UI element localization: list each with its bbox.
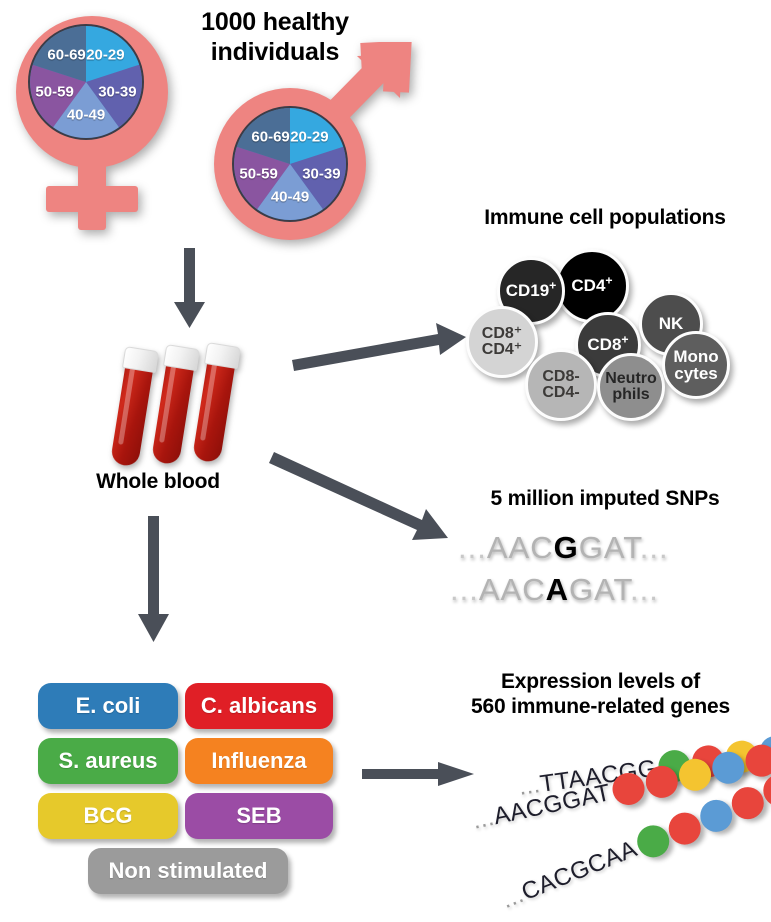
immune-cell-label: Neutro phils bbox=[605, 369, 657, 403]
immune-cell-label: CD4+ bbox=[571, 273, 613, 296]
dna-bead bbox=[656, 748, 693, 785]
dna-bead bbox=[609, 770, 648, 809]
pie-label-20-29: 20-29 bbox=[290, 128, 329, 146]
dna-bead bbox=[675, 755, 714, 794]
arrow-cohort-to-blood bbox=[174, 248, 205, 328]
stimulus-c--albicans[interactable]: C. albicans bbox=[185, 683, 333, 729]
arrow-blood-to-snps bbox=[269, 452, 448, 540]
immune-cell-cd4: CD4+ bbox=[555, 249, 629, 323]
stimulus-e--coli[interactable]: E. coli bbox=[38, 683, 178, 729]
male-age-pie: 20-29 30-39 40-49 50-59 60-69 bbox=[232, 106, 348, 222]
pie-slice-30-39 bbox=[290, 146, 346, 210]
immune-cell-label: CD19+ bbox=[505, 278, 557, 301]
immune-cell-label: Mono cytes bbox=[673, 346, 719, 383]
pie-slice-40-49 bbox=[257, 164, 323, 220]
immune-cell-label: CD8⁺ CD4⁺ bbox=[481, 324, 523, 358]
arrow-stimuli-to-expression bbox=[362, 762, 474, 786]
dna-strand: ...AACGGAT bbox=[470, 741, 771, 838]
stimulus-label: C. albicans bbox=[200, 693, 318, 718]
immune-cell-cd19: CD19+ bbox=[497, 257, 565, 325]
snp-row: ...AACGGAT... bbox=[458, 530, 669, 565]
dna-bead bbox=[663, 807, 706, 850]
dna-sequence-label: ...AACGGAT bbox=[470, 779, 614, 835]
expression-title: Expression levels of 560 immune-related … bbox=[471, 670, 730, 718]
snp-row: ...AACAGAT... bbox=[450, 572, 659, 607]
pie-label-60-69: 60-69 bbox=[47, 46, 86, 64]
dna-bead bbox=[708, 748, 747, 787]
pie-slice-40-49 bbox=[53, 82, 119, 138]
pie-label-40-49: 40-49 bbox=[270, 188, 310, 206]
pie-slice-20-29 bbox=[86, 26, 140, 82]
arrow-blood-to-stimuli bbox=[138, 516, 169, 642]
dna-bead bbox=[757, 733, 771, 770]
stimulus-label: Non stimulated bbox=[108, 858, 268, 883]
immune-title: Immune cell populations bbox=[484, 206, 726, 229]
pie-slice-60-69 bbox=[32, 26, 86, 82]
stimulus-label: Influenza bbox=[211, 748, 307, 773]
stimulus-bcg[interactable]: BCG bbox=[38, 793, 178, 839]
immune-cell-cd8: CD8+ bbox=[575, 312, 641, 378]
stimulus-influenza[interactable]: Influenza bbox=[185, 738, 333, 784]
immune-cell-label: NK bbox=[658, 314, 684, 334]
immune-cell-nk: NK bbox=[639, 292, 703, 356]
dna-bead bbox=[723, 738, 761, 775]
pie-slice-20-29 bbox=[290, 108, 344, 164]
snps-title: 5 million imputed SNPs bbox=[490, 487, 720, 510]
immune-cell-label: CD8+ bbox=[587, 332, 629, 355]
dna-sequence-label: ...CACGCAA bbox=[497, 835, 642, 915]
dna-bead bbox=[690, 743, 727, 780]
whole-blood-label: Whole blood bbox=[96, 470, 220, 493]
dna-strand: ...TTAACGG bbox=[517, 729, 771, 804]
immune-cell-monocytes: Mono cytes bbox=[662, 331, 730, 399]
pie-label-30-39: 30-39 bbox=[302, 165, 341, 183]
stimulus-label: E. coli bbox=[75, 693, 141, 718]
pie-slice-30-39 bbox=[86, 64, 142, 128]
dna-sequence-label: ...TTAACGG bbox=[517, 754, 659, 801]
snp-sequences: ...AACGGAT... ...AACAGAT... bbox=[440, 530, 770, 620]
dna-bead bbox=[642, 762, 681, 801]
immune-cell-cd8cd4: CD8⁺ CD4⁺ bbox=[466, 306, 538, 378]
dna-bead bbox=[742, 741, 771, 780]
arrow-blood-to-immune bbox=[292, 323, 466, 371]
dna-bead bbox=[758, 769, 771, 812]
immune-cell-label: CD8- CD4- bbox=[542, 367, 580, 401]
immune-cell-cd8cd4: CD8- CD4- bbox=[525, 349, 597, 421]
dna-bead bbox=[632, 820, 674, 863]
dna-strand: ...CACGCAA bbox=[497, 769, 771, 917]
stimulus-seb[interactable]: SEB bbox=[185, 793, 333, 839]
pie-label-50-59: 50-59 bbox=[239, 165, 278, 183]
pie-slice-50-59 bbox=[234, 146, 290, 210]
pie-label-50-59: 50-59 bbox=[35, 83, 74, 101]
female-age-pie: 20-29 30-39 40-49 50-59 60-69 bbox=[28, 24, 144, 140]
cohort-title: 1000 healthy individuals bbox=[201, 8, 349, 66]
stimulus-label: BCG bbox=[83, 803, 133, 828]
pie-label-40-49: 40-49 bbox=[66, 106, 106, 124]
pie-label-30-39: 30-39 bbox=[98, 83, 137, 101]
stimuli-panel: E. coli C. albicans S. aureus Influenza BCG S… bbox=[0, 0, 360, 922]
pie-slice-60-69 bbox=[236, 108, 290, 164]
stimulus-label: SEB bbox=[236, 803, 282, 828]
dna-bead bbox=[726, 782, 769, 825]
pie-label-20-29: 20-29 bbox=[86, 46, 125, 64]
dna-bead bbox=[695, 795, 737, 837]
stimulus-non-stimulated[interactable]: Non stimulated bbox=[88, 848, 288, 894]
stimulus-label: S. aureus bbox=[58, 748, 158, 773]
blood-tubes bbox=[109, 340, 270, 470]
pie-label-60-69: 60-69 bbox=[251, 128, 290, 146]
immune-cell-neutrophils: Neutro phils bbox=[597, 353, 665, 421]
pie-slice-50-59 bbox=[30, 64, 86, 128]
stimulus-s--aureus[interactable]: S. aureus bbox=[38, 738, 178, 784]
